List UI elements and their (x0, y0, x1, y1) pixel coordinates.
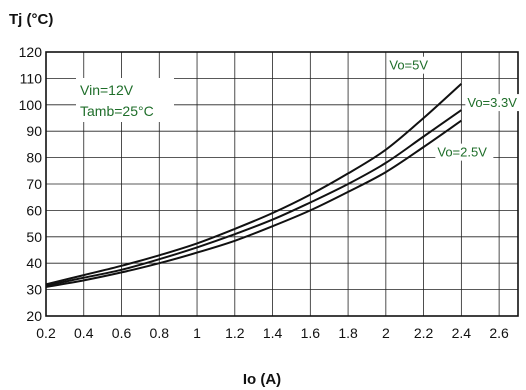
y-tick-label: 80 (26, 150, 42, 166)
y-tick-label: 40 (26, 255, 42, 271)
x-tick-label: 2.2 (414, 325, 434, 341)
x-tick-label: 1.6 (301, 325, 321, 341)
condition-tamb: Tamb=25°C (80, 103, 154, 119)
y-tick-labels: 20 30 40 50 60 70 80 90 100 110 120 (19, 44, 43, 324)
series-curves (45, 82, 463, 288)
x-tick-label: 2 (382, 325, 390, 341)
y-tick-label: 50 (26, 229, 42, 245)
x-tick-label: 1.2 (225, 325, 245, 341)
y-tick-label: 60 (26, 202, 42, 218)
y-tick-label: 110 (20, 70, 43, 86)
y-tick-label: 20 (26, 308, 42, 324)
x-tick-label: 1.8 (338, 325, 358, 341)
series-label-vo-3-3v: Vo=3.3V (467, 95, 517, 110)
series-line-vo-2-5v (45, 119, 462, 288)
x-tick-label: 2.6 (489, 325, 509, 341)
series-label-bg (387, 56, 432, 74)
x-tick-label: 1.4 (263, 325, 283, 341)
x-tick-label: 0.6 (112, 325, 132, 341)
series-line-vo-5v (45, 82, 463, 286)
x-tick-label: 1 (193, 325, 201, 341)
y-tick-label: 30 (26, 282, 42, 298)
condition-vin: Vin=12V (80, 82, 134, 98)
y-tick-label: 70 (26, 176, 42, 192)
y-axis-title: Tj (°C) (9, 11, 53, 28)
y-tick-label: 90 (26, 123, 42, 139)
series-label-bg (435, 143, 494, 161)
series-labels: Vo=5V Vo=3.3V Vo=2.5V (387, 56, 524, 161)
x-tick-label: 0.2 (36, 325, 56, 341)
x-tick-label: 0.8 (150, 325, 170, 341)
series-label-bg (465, 94, 524, 112)
y-tick-label: 100 (19, 97, 43, 113)
x-tick-label: 2.4 (452, 325, 472, 341)
series-label-vo-2-5v: Vo=2.5V (437, 145, 487, 160)
x-axis-title: Io (A) (243, 371, 281, 388)
x-tick-labels: 0.2 0.4 0.6 0.8 1 1.2 1.4 1.6 1.8 2 2.2 2.4 2.6 (36, 325, 509, 341)
x-tick-label: 0.4 (74, 325, 94, 341)
conditions-box (76, 78, 174, 122)
series-line-vo-3-3v (45, 109, 462, 287)
plot-frame (45, 51, 519, 317)
y-tick-label: 120 (19, 44, 43, 60)
series-label-vo-5v: Vo=5V (389, 58, 428, 73)
